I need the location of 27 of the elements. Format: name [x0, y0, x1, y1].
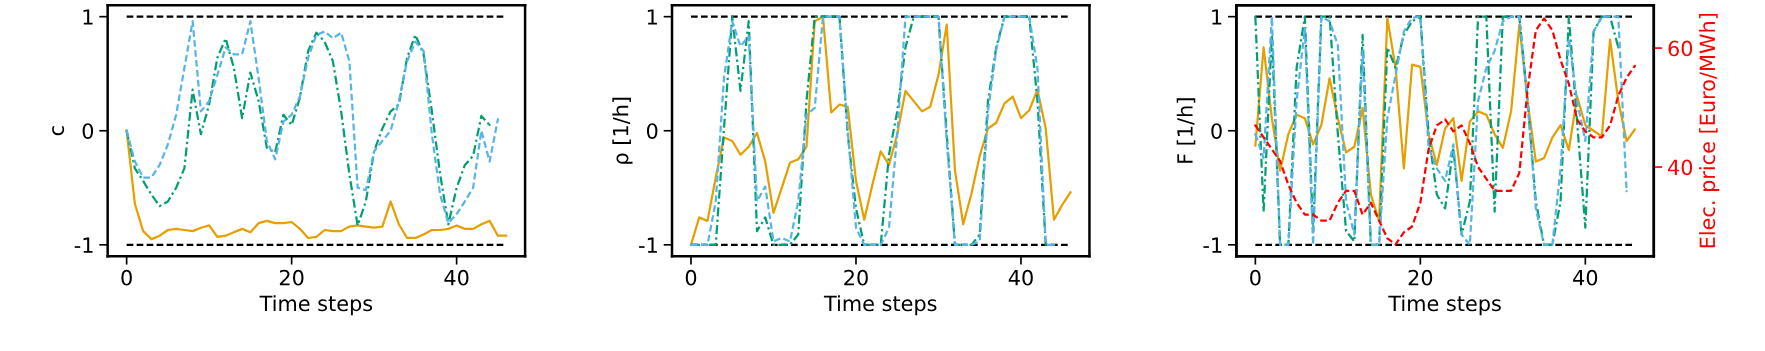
y-tick-label: 0 — [82, 123, 94, 139]
x-tick-label: 0 — [121, 269, 132, 286]
y2-tick-label: 60 — [1668, 40, 1693, 57]
x-axis-title: Time steps — [1388, 295, 1501, 316]
x-tick-label: 0 — [685, 269, 697, 286]
y-tick-label: 0 — [1211, 123, 1222, 139]
x-tick-label: 20 — [279, 269, 304, 286]
y-axis-title: F [1/h] — [1176, 98, 1196, 163]
x-axis-title: Time steps — [823, 295, 937, 316]
x-axis-title: Time steps — [259, 295, 373, 316]
x-tick-label: 20 — [1408, 269, 1433, 286]
y-tick-label: -1 — [1203, 237, 1222, 253]
y-tick-label: 0 — [646, 123, 658, 139]
x-tick-label: 40 — [444, 269, 469, 286]
y-tick-label: -1 — [74, 237, 93, 253]
y2-tick-label: 40 — [1668, 159, 1693, 176]
y-tick-label: 1 — [83, 9, 93, 25]
y-tick-label: 1 — [647, 9, 657, 25]
x-tick-label: 40 — [1573, 269, 1598, 286]
y-tick-label: -1 — [639, 237, 657, 253]
y2-axis-title: Elec. price [Euro/MWh] — [1699, 13, 1720, 248]
y-axis-title: ρ [1/h] — [612, 97, 633, 164]
x-tick-label: 40 — [1008, 269, 1033, 286]
x-tick-label: 0 — [1250, 269, 1261, 286]
y-axis-title: c — [52, 126, 65, 136]
x-tick-label: 20 — [844, 269, 868, 286]
y-tick-label: 1 — [1212, 9, 1222, 25]
